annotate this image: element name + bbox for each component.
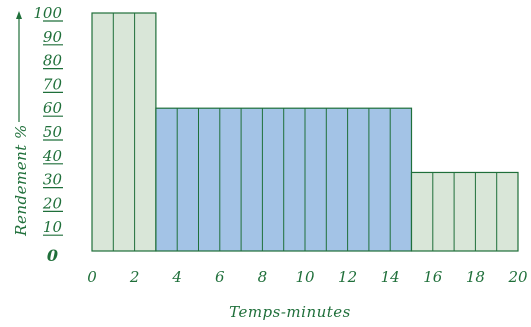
y-tick-label: 100 <box>33 4 62 22</box>
bar-3-outline <box>410 171 519 252</box>
y-tick-label: 50 <box>43 123 63 141</box>
bar-3 <box>411 172 518 251</box>
x-ticks: 0 2 4 6 8 10 12 14 16 18 20 <box>87 268 528 286</box>
y-tick-label: 80 <box>43 52 63 70</box>
y-tick-label: 90 <box>43 28 63 46</box>
y-tick-label: 70 <box>43 75 63 93</box>
y-tick-label: 40 <box>42 147 63 165</box>
x-tick-label: 20 <box>507 268 528 286</box>
y-tick-label: 0 <box>47 246 58 265</box>
x-tick-label: 4 <box>171 268 182 286</box>
y-tick-label: 10 <box>43 218 63 236</box>
x-tick-label: 10 <box>295 268 315 286</box>
x-axis-title: Temps-minutes <box>229 303 351 321</box>
y-tick-label: 60 <box>43 99 63 117</box>
y-tick-label: 20 <box>42 194 63 212</box>
x-tick-label: 14 <box>381 268 400 286</box>
x-tick-label: 0 <box>87 268 97 286</box>
bars <box>91 12 519 252</box>
y-axis-arrowhead <box>16 11 22 19</box>
y-tick-label: 30 <box>43 171 63 189</box>
x-tick-label: 16 <box>423 268 443 286</box>
y-ticks: 0 10 20 30 40 50 60 70 80 90 100 <box>33 4 63 265</box>
x-tick-label: 2 <box>129 268 140 286</box>
x-tick-label: 18 <box>466 268 485 286</box>
bar-1 <box>92 13 156 251</box>
y-axis-title: Rendement % <box>12 124 30 237</box>
x-tick-label: 12 <box>338 268 357 286</box>
x-tick-label: 6 <box>215 268 225 286</box>
x-tick-label: 8 <box>258 268 268 286</box>
